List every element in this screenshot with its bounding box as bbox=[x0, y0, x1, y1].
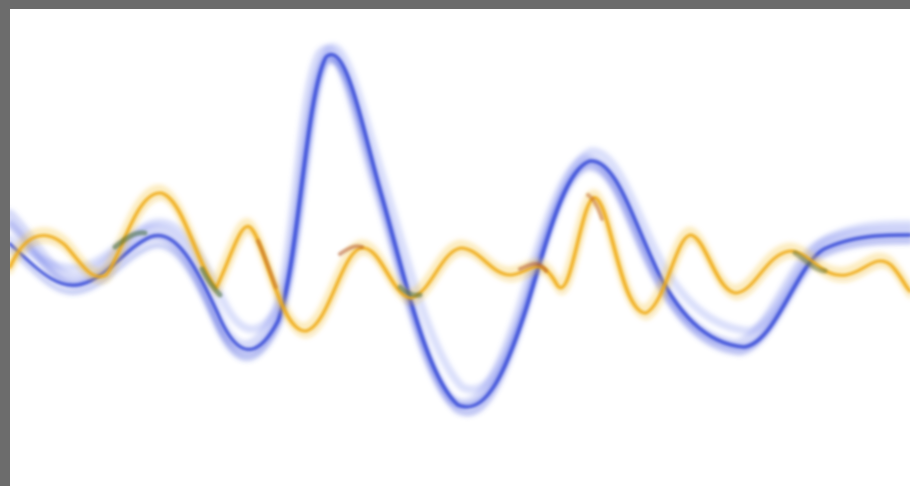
blue-wave-line bbox=[10, 52, 910, 409]
overlap-green-segment bbox=[792, 250, 828, 274]
wave-overlaps bbox=[112, 193, 828, 298]
overlap-brown-segment bbox=[338, 244, 364, 256]
yellow-wave-line bbox=[10, 191, 910, 333]
overlap-green-segment bbox=[397, 284, 423, 298]
blue-wave bbox=[10, 52, 910, 409]
blue-wave-ribbon bbox=[10, 43, 910, 417]
waveform-illustration bbox=[10, 43, 910, 417]
blue-wave-strand bbox=[10, 43, 910, 394]
overlap-green-segment bbox=[199, 266, 223, 298]
yellow-wave bbox=[10, 191, 910, 333]
overlap-green-segment bbox=[112, 230, 148, 250]
overlap-brown-segment bbox=[256, 239, 278, 289]
overlap-brown-segment bbox=[586, 193, 604, 221]
waveform-canvas bbox=[10, 9, 910, 486]
overlap-brown-segment bbox=[518, 262, 548, 273]
